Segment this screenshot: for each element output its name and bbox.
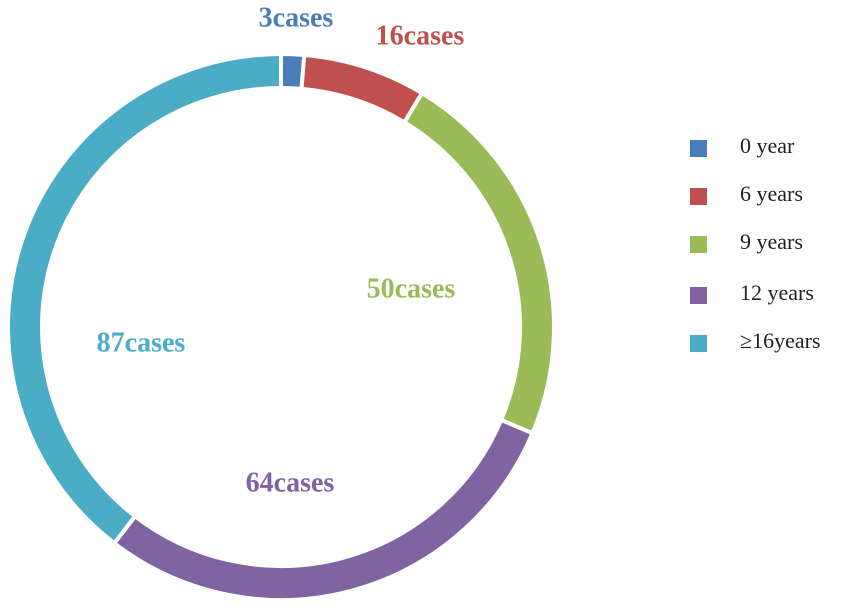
value-label: 50cases — [367, 273, 456, 304]
legend-label: 12 years — [740, 280, 814, 305]
donut-slice — [401, 90, 556, 436]
value-label: 3cases — [259, 2, 334, 33]
legend-label: 6 years — [740, 181, 803, 206]
value-label: 87cases — [97, 327, 186, 358]
value-label: 16cases — [376, 20, 465, 51]
legend-swatch — [690, 188, 707, 205]
legend-swatch — [690, 287, 707, 304]
legend-label: ≥16years — [740, 328, 821, 353]
value-label: 64cases — [246, 467, 335, 498]
legend-swatch — [690, 236, 707, 253]
donut-slice — [6, 51, 283, 546]
legend-label: 0 year — [740, 133, 795, 158]
legend-swatch — [690, 140, 707, 157]
donut-slice — [111, 417, 536, 602]
legend-swatch — [690, 335, 707, 352]
donut-slice — [299, 52, 425, 126]
legend-label: 9 years — [740, 229, 803, 254]
